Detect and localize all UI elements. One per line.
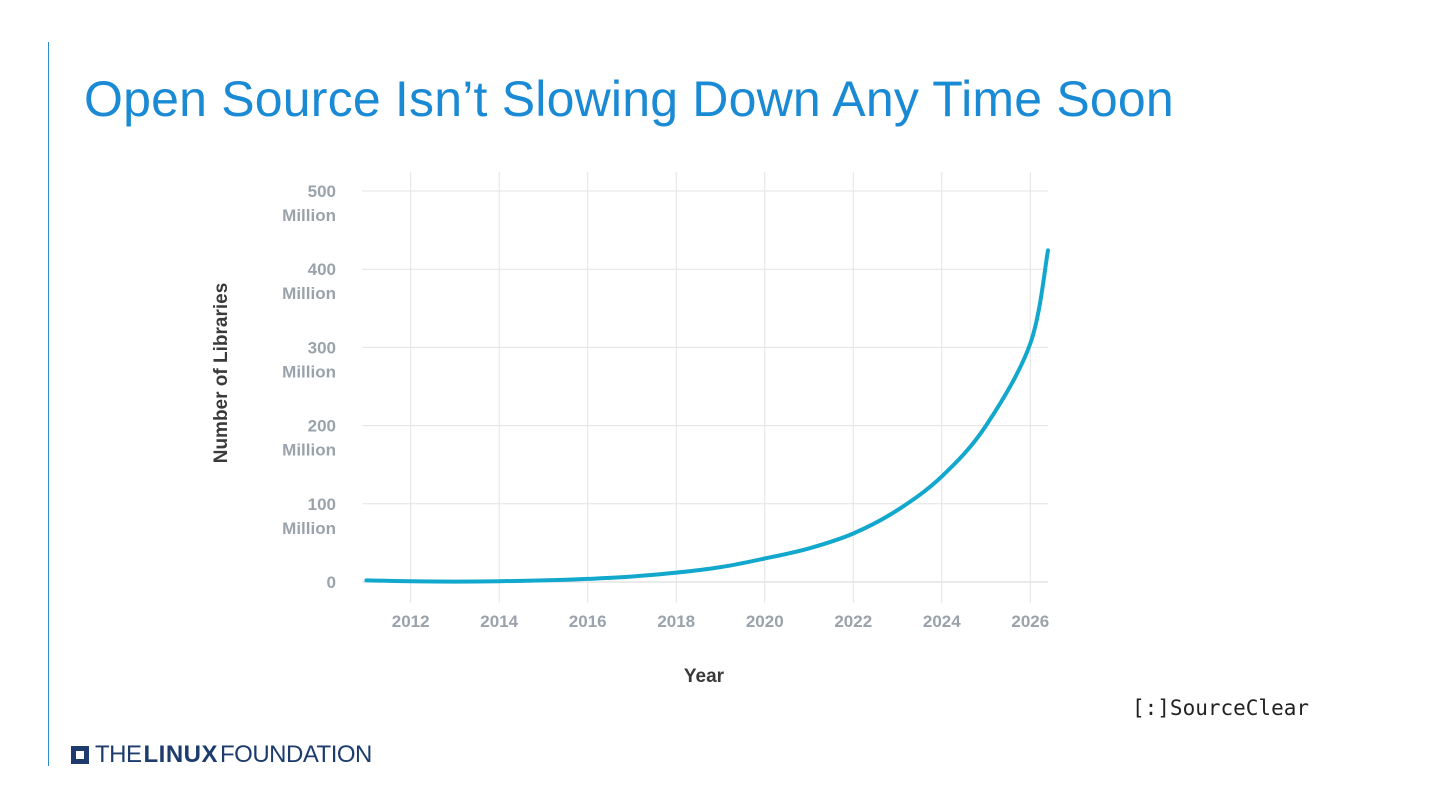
y-tick-label-300: 300 Million xyxy=(282,338,336,381)
logo-text-the: THE xyxy=(95,741,142,768)
x-tick-label-2016: 2016 xyxy=(569,612,607,631)
x-axis-title: Year xyxy=(684,666,725,687)
logo-text-linux: LINUX xyxy=(143,741,218,768)
linux-foundation-logo: THE LINUX FOUNDATION xyxy=(71,741,372,769)
x-tick-label-2014: 2014 xyxy=(480,612,518,631)
y-axis-title: Number of Libraries xyxy=(211,283,232,464)
y-tick-label-400: 400 Million xyxy=(282,260,336,303)
y-tick-label-100: 100 Million xyxy=(282,495,336,538)
x-tick-label-2022: 2022 xyxy=(834,612,872,631)
x-tick-label-2020: 2020 xyxy=(746,612,784,631)
series-line-0 xyxy=(364,248,1050,584)
left-accent-rule xyxy=(48,42,49,766)
sourceclear-watermark: [:]SourceClear xyxy=(1132,696,1310,720)
logo-text-foundation: FOUNDATION xyxy=(220,741,372,768)
x-tick-label-2026: 2026 xyxy=(1011,612,1049,631)
y-tick-label-500: 500 Million xyxy=(282,182,336,225)
x-tick-label-2018: 2018 xyxy=(657,612,695,631)
slide-title: Open Source Isn’t Slowing Down Any Time … xyxy=(84,71,1174,127)
x-tick-label-2024: 2024 xyxy=(923,612,961,631)
y-tick-label-200: 200 Million xyxy=(282,417,336,460)
x-tick-label-2012: 2012 xyxy=(392,612,430,631)
y-tick-label-0: 0 xyxy=(327,573,336,592)
linux-foundation-mark-icon xyxy=(71,746,89,764)
